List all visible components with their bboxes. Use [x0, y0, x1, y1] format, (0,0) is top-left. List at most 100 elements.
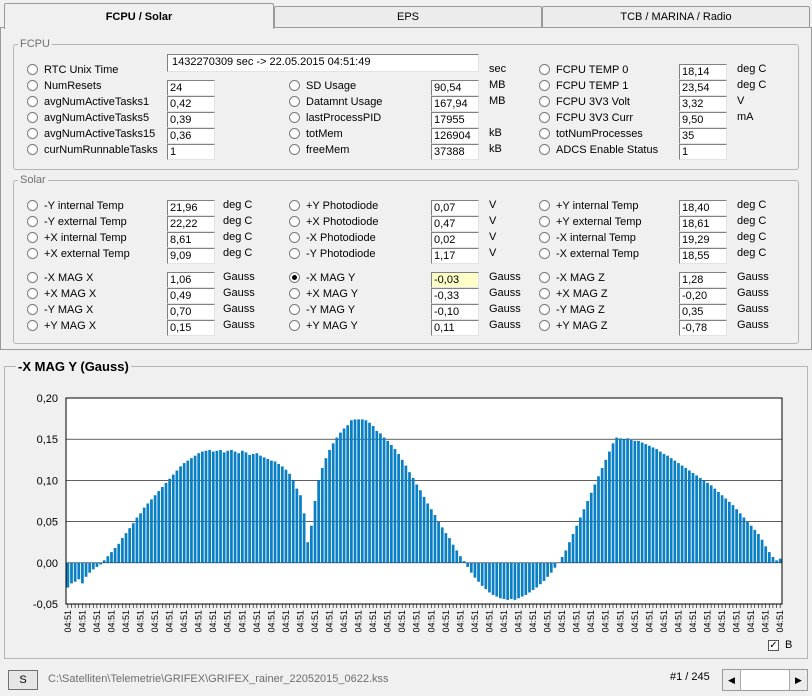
- radio-avgnumactivetasks1[interactable]: avgNumActiveTasks1: [27, 94, 149, 110]
- radio-y-external-temp[interactable]: -Y external Temp: [27, 214, 127, 230]
- tab-fcpu-solar[interactable]: FCPU / Solar: [4, 3, 274, 29]
- radio-totnumprocesses[interactable]: totNumProcesses: [539, 126, 643, 142]
- radio-adcs-enable-status[interactable]: ADCS Enable Status: [539, 142, 658, 158]
- bar: [695, 475, 699, 563]
- bar: [658, 451, 662, 563]
- radio-x-external-temp[interactable]: +X external Temp: [27, 246, 130, 262]
- radio-button-icon[interactable]: [289, 127, 300, 139]
- radio-x-mag-x[interactable]: -X MAG X: [27, 270, 94, 286]
- radio-button-icon[interactable]: [539, 303, 550, 315]
- radio-button-icon[interactable]: [539, 79, 550, 91]
- radio-button-icon[interactable]: [539, 143, 550, 155]
- radio-button-icon[interactable]: [539, 63, 550, 75]
- radio-button-icon[interactable]: [289, 143, 300, 155]
- radio-button-icon[interactable]: [289, 199, 300, 211]
- y-tick-label: 0,00: [37, 558, 58, 570]
- radio-y-mag-z[interactable]: -Y MAG Z: [539, 302, 605, 318]
- radio-x-mag-x[interactable]: +X MAG X: [27, 286, 96, 302]
- radio-freemem[interactable]: freeMem: [289, 142, 349, 158]
- field-label: -X MAG Y: [306, 272, 356, 284]
- bar: [633, 440, 637, 563]
- radio-button-icon[interactable]: [27, 215, 38, 227]
- radio-button-icon[interactable]: [289, 95, 300, 107]
- radio-button-icon[interactable]: [289, 231, 300, 243]
- radio-button-icon[interactable]: [289, 79, 300, 91]
- radio-button-icon[interactable]: [539, 111, 550, 123]
- radio-lastprocesspid[interactable]: lastProcessPID: [289, 110, 381, 126]
- radio-x-mag-y[interactable]: -X MAG Y: [289, 270, 355, 286]
- radio-x-internal-temp[interactable]: -X internal Temp: [539, 230, 636, 246]
- radio-fcpu-temp-1[interactable]: FCPU TEMP 1: [539, 78, 628, 94]
- bar: [535, 562, 539, 588]
- radio-x-mag-z[interactable]: +X MAG Z: [539, 286, 608, 302]
- tab-tcb-marina-radio[interactable]: TCB / MARINA / Radio: [542, 6, 810, 28]
- tab-eps[interactable]: EPS: [274, 6, 542, 28]
- radio-button-icon[interactable]: [289, 271, 300, 283]
- bar: [608, 451, 611, 563]
- bar: [757, 533, 760, 563]
- spin-left-icon[interactable]: ◀: [723, 670, 741, 690]
- radio-avgnumactivetasks5[interactable]: avgNumActiveTasks5: [27, 110, 149, 126]
- radio-button-icon[interactable]: [539, 319, 550, 331]
- radio-y-photodiode[interactable]: +Y Photodiode: [289, 198, 378, 214]
- radio-button-icon[interactable]: [27, 271, 38, 283]
- radio-y-mag-y[interactable]: -Y MAG Y: [289, 302, 355, 318]
- radio-x-mag-y[interactable]: +X MAG Y: [289, 286, 358, 302]
- radio-button-icon[interactable]: [27, 287, 38, 299]
- radio-fcpu-3v3-curr[interactable]: FCPU 3V3 Curr: [539, 110, 633, 126]
- radio-y-mag-x[interactable]: -Y MAG X: [27, 302, 93, 318]
- radio-button-icon[interactable]: [27, 143, 38, 155]
- radio-x-photodiode[interactable]: -X Photodiode: [289, 230, 376, 246]
- radio-button-icon[interactable]: [539, 215, 550, 227]
- radio-button-icon[interactable]: [289, 303, 300, 315]
- radio-button-icon[interactable]: [289, 287, 300, 299]
- radio-button-icon[interactable]: [539, 127, 550, 139]
- radio-numresets[interactable]: NumResets: [27, 78, 101, 94]
- radio-button-icon[interactable]: [539, 95, 550, 107]
- radio-button-icon[interactable]: [289, 111, 300, 123]
- radio-button-icon[interactable]: [27, 247, 38, 259]
- radio-x-external-temp[interactable]: -X external Temp: [539, 246, 639, 262]
- radio-button-icon[interactable]: [27, 127, 38, 139]
- s-button[interactable]: S: [8, 670, 38, 690]
- radio-button-icon[interactable]: [27, 231, 38, 243]
- radio-fcpu-3v3-volt[interactable]: FCPU 3V3 Volt: [539, 94, 630, 110]
- radio-button-icon[interactable]: [539, 271, 550, 283]
- radio-y-internal-temp[interactable]: -Y internal Temp: [27, 198, 124, 214]
- radio-fcpu-temp-0[interactable]: FCPU TEMP 0: [539, 62, 628, 78]
- bar: [582, 509, 586, 563]
- radio-avgnumactivetasks15[interactable]: avgNumActiveTasks15: [27, 126, 155, 142]
- radio-button-icon[interactable]: [539, 287, 550, 299]
- radio-button-icon[interactable]: [289, 319, 300, 331]
- x-tick-label: 04:51: [630, 610, 640, 633]
- radio-button-icon[interactable]: [27, 79, 38, 91]
- radio-y-mag-x[interactable]: +Y MAG X: [27, 318, 96, 334]
- radio-button-icon[interactable]: [539, 247, 550, 259]
- radio-button-icon[interactable]: [27, 111, 38, 123]
- radio-curnumrunnabletasks[interactable]: curNumRunnableTasks: [27, 142, 158, 158]
- radio-x-mag-z[interactable]: -X MAG Z: [539, 270, 605, 286]
- radio-x-photodiode[interactable]: +X Photodiode: [289, 214, 378, 230]
- radio-y-mag-z[interactable]: +Y MAG Z: [539, 318, 607, 334]
- radio-button-icon[interactable]: [27, 95, 38, 107]
- spin-right-icon[interactable]: ▶: [789, 670, 807, 690]
- radio-button-icon[interactable]: [539, 199, 550, 211]
- radio-button-icon[interactable]: [27, 199, 38, 211]
- radio-sd-usage[interactable]: SD Usage: [289, 78, 356, 94]
- radio-button-icon[interactable]: [289, 247, 300, 259]
- radio-y-photodiode[interactable]: -Y Photodiode: [289, 246, 376, 262]
- radio-button-icon[interactable]: [289, 215, 300, 227]
- radio-y-internal-temp[interactable]: +Y internal Temp: [539, 198, 638, 214]
- radio-button-icon[interactable]: [27, 303, 38, 315]
- radio-y-mag-y[interactable]: +Y MAG Y: [289, 318, 358, 334]
- page-spinner[interactable]: ◀ ▶: [722, 669, 808, 691]
- radio-x-internal-temp[interactable]: +X internal Temp: [27, 230, 127, 246]
- radio-rtc-unix-time[interactable]: RTC Unix Time: [27, 62, 118, 78]
- radio-totmem[interactable]: totMem: [289, 126, 343, 142]
- radio-button-icon[interactable]: [27, 319, 38, 331]
- radio-datamnt-usage[interactable]: Datamnt Usage: [289, 94, 382, 110]
- b-checkbox[interactable]: ✓: [768, 640, 779, 651]
- radio-button-icon[interactable]: [27, 63, 38, 75]
- radio-button-icon[interactable]: [539, 231, 550, 243]
- radio-y-external-temp[interactable]: +Y external Temp: [539, 214, 642, 230]
